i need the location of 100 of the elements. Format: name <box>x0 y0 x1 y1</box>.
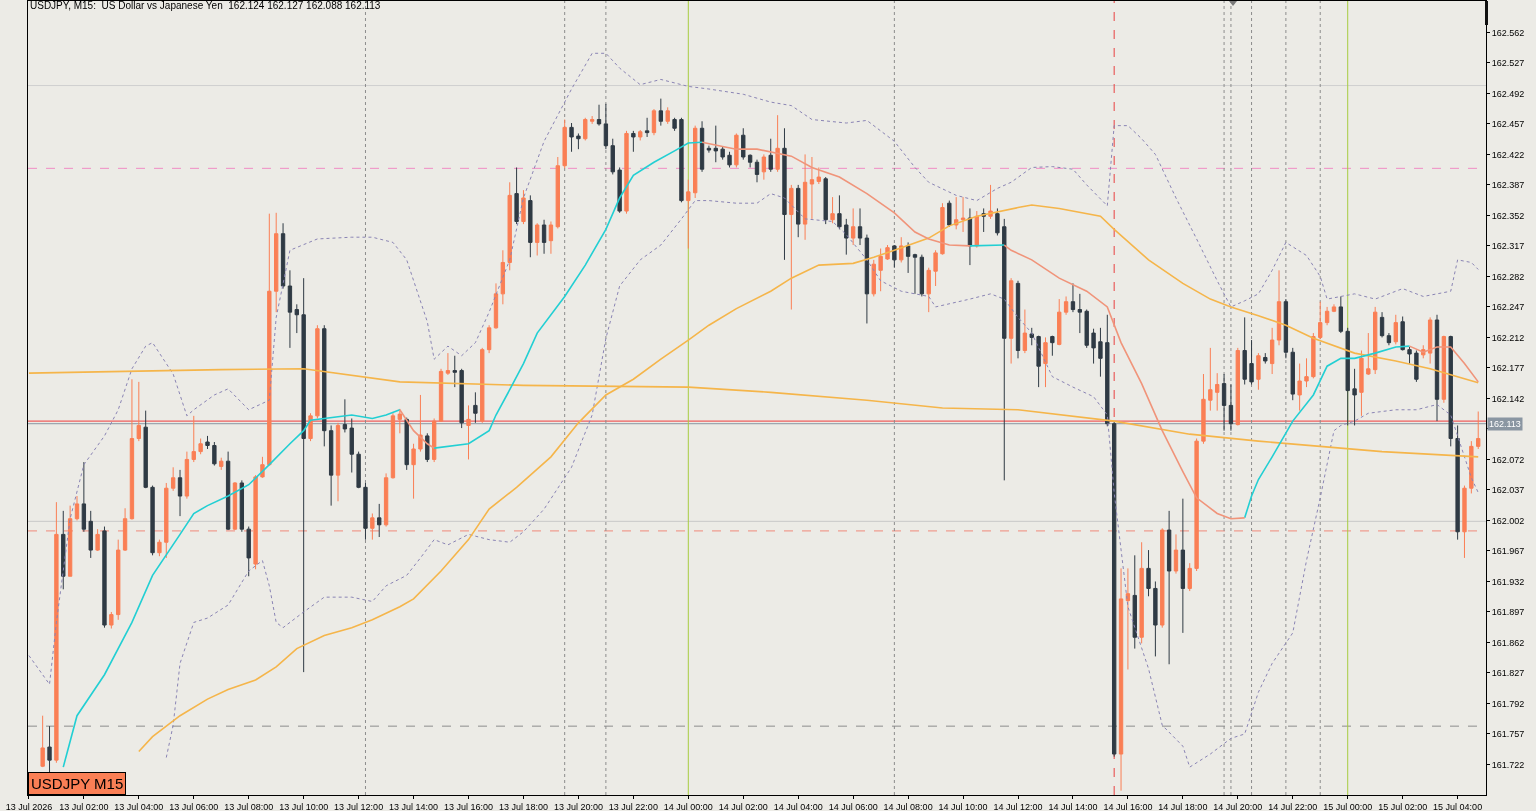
candlestick <box>679 117 684 203</box>
candlestick <box>486 324 492 354</box>
candlestick <box>315 324 320 419</box>
candlestick <box>1002 218 1007 481</box>
y-tick-label: 161.897 <box>1491 607 1525 618</box>
candlestick <box>294 303 299 334</box>
candlestick <box>129 378 135 521</box>
candlestick <box>280 222 286 290</box>
candlestick <box>500 249 506 305</box>
candlestick <box>1476 411 1481 450</box>
y-tick-label: 162.037 <box>1491 485 1525 496</box>
candlestick <box>150 485 155 556</box>
candlestick <box>397 408 403 434</box>
y-tick-label: 162.247 <box>1491 302 1525 313</box>
annotation: USDJPY M15 <box>31 775 124 792</box>
candlestick <box>631 130 636 153</box>
y-tick-label: 162.177 <box>1491 363 1525 374</box>
x-tick-label: 14 Jul 18:00 <box>1158 801 1208 811</box>
candlestick <box>940 202 945 256</box>
candlestick <box>603 103 609 150</box>
y-tick-label: 161.967 <box>1491 546 1525 557</box>
candlestick <box>1373 306 1378 375</box>
candlestick <box>919 254 925 297</box>
candlestick <box>768 138 773 173</box>
y-tick-label: 162.422 <box>1491 149 1525 160</box>
candlestick <box>1318 301 1323 340</box>
candlestick <box>555 156 560 229</box>
y-tick-label: 162.212 <box>1491 332 1525 343</box>
candlestick <box>1324 306 1330 326</box>
candlestick <box>377 503 382 538</box>
candlestick <box>541 219 547 255</box>
candlestick <box>274 212 279 313</box>
candlestick <box>1098 327 1103 378</box>
x-tick-label: 13 Jul 18:00 <box>498 801 548 811</box>
x-tick-label: 13 Jul 2026 <box>5 801 53 811</box>
line-series <box>28 52 1479 685</box>
candlestick <box>789 184 794 311</box>
candlestick <box>1008 277 1014 365</box>
candlestick <box>988 184 993 220</box>
candlestick <box>1077 293 1083 334</box>
candlestick <box>342 398 348 433</box>
candlestick <box>40 715 45 768</box>
candlestick <box>761 153 767 181</box>
candlestick <box>1400 316 1405 351</box>
candlestick <box>177 469 183 517</box>
candlestick <box>1331 303 1337 313</box>
candlestick <box>1036 335 1041 388</box>
x-tick-label: 13 Jul 12:00 <box>334 801 384 811</box>
candlestick <box>431 417 437 463</box>
candlestick <box>899 236 904 263</box>
candlestick <box>1132 554 1137 650</box>
y-tick-label: 161.792 <box>1491 698 1525 709</box>
candlestick <box>1139 541 1144 644</box>
candlestick <box>1173 533 1179 575</box>
candlestick <box>1263 352 1268 365</box>
candlestick <box>383 472 389 528</box>
candlestick <box>246 526 251 577</box>
candlestick <box>610 138 615 175</box>
chart-title: USDJPY, M15: US Dollar vs Japanese Yen 162.124 162.127 162.088 162.113 <box>30 0 381 11</box>
y-tick-label: 162.317 <box>1491 241 1525 252</box>
x-tick-label: 13 Jul 14:00 <box>389 801 439 811</box>
x-tick-label: 14 Jul 06:00 <box>828 801 878 811</box>
candlestick <box>960 196 966 233</box>
candlestick <box>1180 498 1186 634</box>
candlestick <box>1256 352 1261 391</box>
candlestick <box>74 495 80 521</box>
candlestick <box>837 194 842 230</box>
x-tick-label: 15 Jul 04:00 <box>1433 801 1483 811</box>
candlestick <box>1366 332 1371 376</box>
candlestick <box>905 241 911 274</box>
candlestick <box>122 507 128 552</box>
candlestick <box>830 196 835 224</box>
x-tick-label: 13 Jul 02:00 <box>59 801 109 811</box>
candlestick <box>335 422 341 502</box>
x-tick-label: 14 Jul 02:00 <box>718 801 768 811</box>
candlestick <box>528 194 533 258</box>
candlestick <box>706 145 712 154</box>
x-tick-label: 13 Jul 16:00 <box>443 801 494 811</box>
candlestick <box>198 438 203 455</box>
candlestick <box>191 415 196 463</box>
x-tick-label: 14 Jul 12:00 <box>993 801 1043 811</box>
candlestick <box>47 725 52 773</box>
y-tick-label: 161.827 <box>1491 668 1525 679</box>
candlestick <box>143 410 148 489</box>
candlestick <box>754 159 760 183</box>
candlestick <box>1215 372 1220 412</box>
candlestick <box>665 106 670 125</box>
candlestick <box>95 528 100 552</box>
candlestick <box>892 244 897 269</box>
x-tick-label: 14 Jul 14:00 <box>1048 801 1098 811</box>
candlestick <box>1050 335 1055 357</box>
candlestick <box>219 457 224 471</box>
candlestick <box>1063 295 1069 316</box>
candlestick <box>67 505 73 577</box>
candlestick <box>1469 440 1474 494</box>
candlestick <box>184 451 190 500</box>
y-tick-label: 162.282 <box>1491 271 1525 282</box>
candlestick <box>445 352 451 376</box>
x-tick-label: 14 Jul 10:00 <box>938 801 988 811</box>
candlestick <box>576 132 581 150</box>
